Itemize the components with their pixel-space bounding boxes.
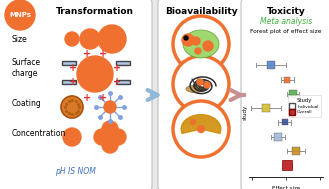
Text: Surface
charge: Surface charge	[12, 58, 41, 78]
Legend: Individual, Overall: Individual, Overall	[288, 95, 321, 117]
Circle shape	[61, 96, 83, 118]
Circle shape	[104, 131, 116, 143]
FancyBboxPatch shape	[158, 0, 245, 189]
X-axis label: Effect size: Effect size	[272, 186, 300, 189]
Text: Transformation: Transformation	[56, 8, 134, 16]
Circle shape	[204, 82, 210, 88]
Text: Forest plot of effect size: Forest plot of effect size	[250, 29, 322, 33]
Circle shape	[190, 119, 195, 125]
Text: Meta analysis: Meta analysis	[260, 18, 312, 26]
Circle shape	[104, 101, 116, 113]
Circle shape	[110, 129, 126, 145]
FancyBboxPatch shape	[0, 0, 152, 189]
Circle shape	[173, 56, 229, 112]
FancyBboxPatch shape	[116, 61, 130, 65]
FancyBboxPatch shape	[116, 80, 130, 84]
Circle shape	[102, 137, 118, 153]
Circle shape	[197, 125, 205, 132]
Text: Bioavailability: Bioavailability	[165, 8, 237, 16]
Circle shape	[65, 32, 79, 46]
Circle shape	[173, 16, 229, 72]
Ellipse shape	[186, 85, 204, 92]
Text: +: +	[99, 93, 107, 103]
Circle shape	[173, 101, 229, 157]
Text: +: +	[113, 63, 121, 73]
Text: pH IS NOM: pH IS NOM	[55, 167, 95, 176]
Circle shape	[5, 0, 35, 30]
Text: +: +	[83, 49, 91, 59]
Text: +: +	[113, 77, 121, 87]
Text: MNPs: MNPs	[9, 12, 31, 18]
Circle shape	[80, 29, 100, 49]
Circle shape	[102, 121, 118, 137]
FancyBboxPatch shape	[62, 61, 76, 65]
Text: Toxicity: Toxicity	[266, 8, 305, 16]
Circle shape	[197, 79, 203, 85]
Ellipse shape	[183, 30, 219, 58]
Text: +: +	[83, 93, 91, 103]
Circle shape	[63, 128, 81, 146]
Circle shape	[184, 36, 188, 40]
Text: +: +	[99, 49, 107, 59]
Text: +: +	[69, 77, 77, 87]
Circle shape	[77, 56, 113, 92]
Circle shape	[98, 25, 126, 53]
Text: Size: Size	[12, 35, 28, 43]
FancyBboxPatch shape	[62, 80, 76, 84]
Y-axis label: study: study	[243, 105, 248, 120]
Text: +: +	[69, 63, 77, 73]
Circle shape	[195, 48, 201, 54]
Text: Concentration: Concentration	[12, 129, 66, 139]
Circle shape	[182, 34, 194, 46]
Circle shape	[94, 129, 110, 145]
Circle shape	[192, 37, 200, 45]
Text: Coating: Coating	[12, 99, 42, 108]
Circle shape	[203, 41, 213, 51]
Polygon shape	[181, 115, 221, 133]
FancyBboxPatch shape	[241, 0, 329, 189]
